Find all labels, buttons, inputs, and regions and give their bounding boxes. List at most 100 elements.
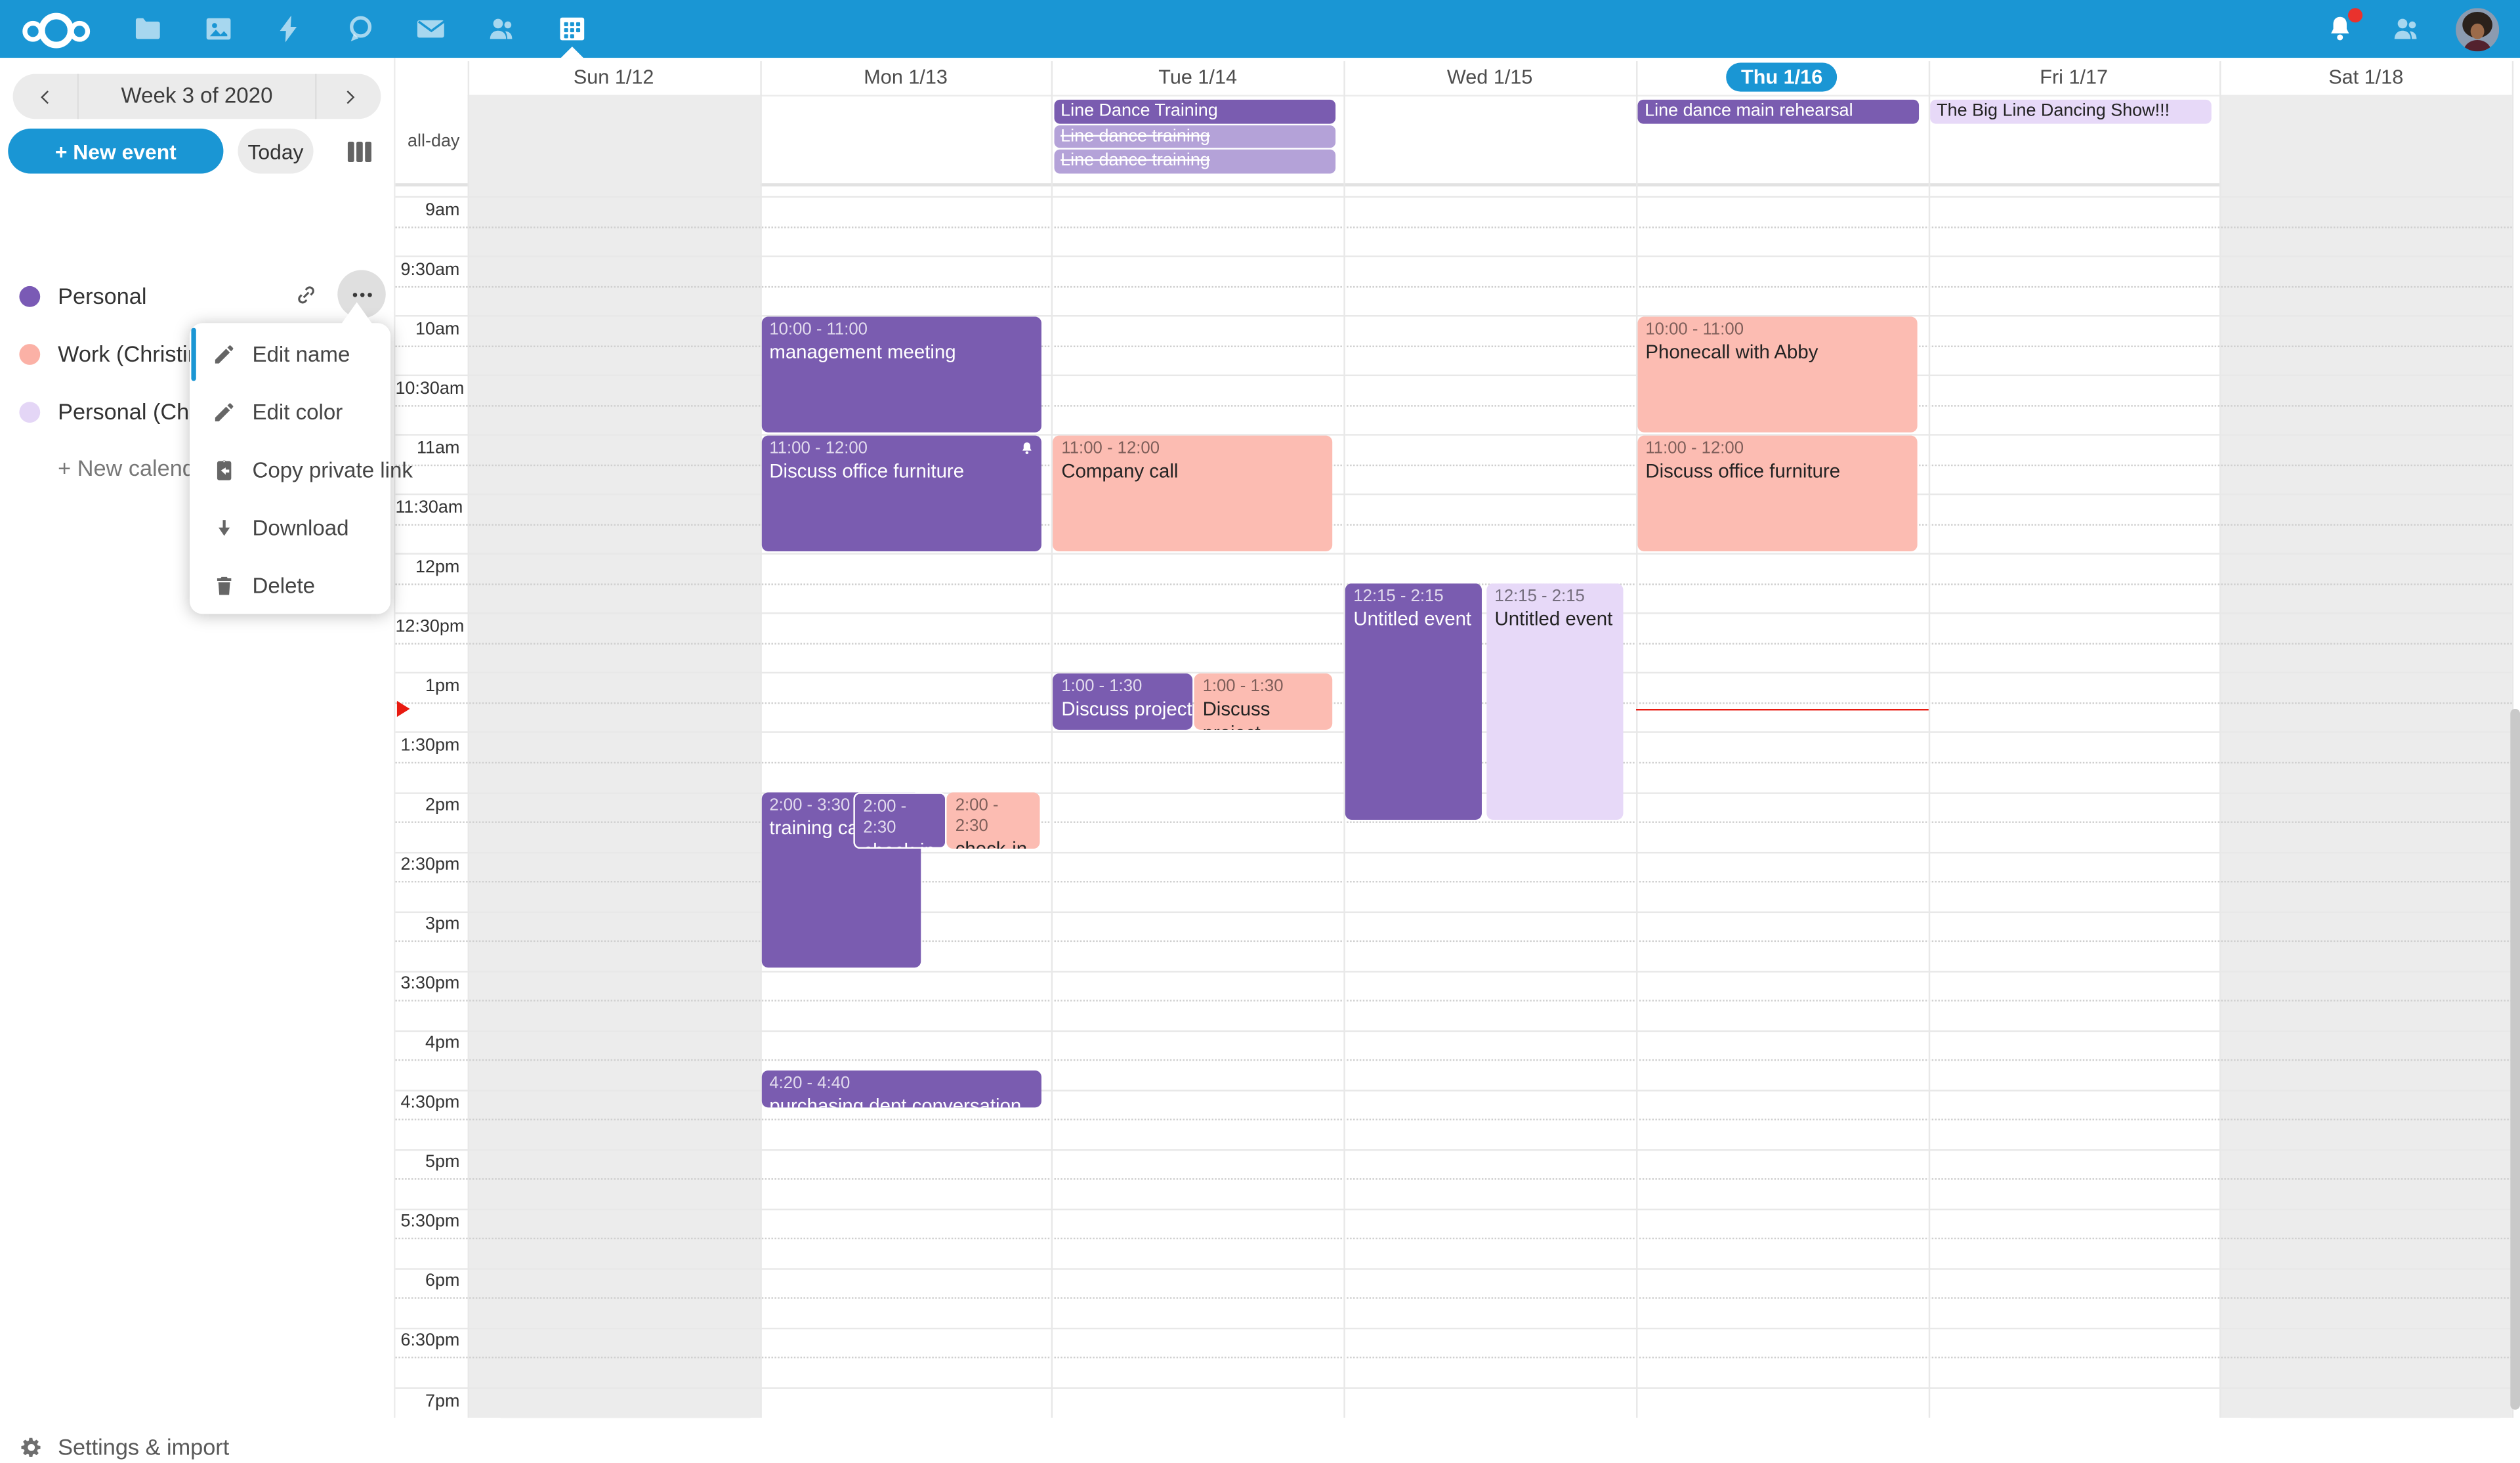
week-label[interactable]: Week 3 of 2020 [77,74,317,119]
event-time: 1:00 - 1:30 [1202,676,1284,696]
grid-line [395,1387,2512,1389]
calendar-actions-menu: Edit name Edit color Copy private link Down… [189,323,413,614]
sidebar: Week 3 of 2020 + New event Today Persona… [0,58,413,1460]
grid-line [395,1178,2512,1181]
previous-week-button[interactable] [13,74,77,119]
day-header-sun: Sun 1/12 [573,66,654,89]
calendar-color-dot[interactable] [19,285,41,307]
app-button-contacts[interactable] [472,0,530,58]
new-calendar-button[interactable]: + New calendar [58,455,215,481]
trash-icon [212,573,236,597]
menu-item-delete[interactable]: Delete [190,556,390,614]
menu-item-copy-private-link[interactable]: Copy private link [190,440,413,498]
event[interactable]: 2:00 - 2:30check-in [853,792,946,849]
contacts-menu-icon [2390,13,2422,45]
app-button-photos[interactable] [190,0,247,58]
column-border [1343,61,1346,1418]
allday-divider [395,182,2512,187]
event[interactable]: 4:20 - 4:40 purchasing dept conversation [761,1070,1041,1107]
allday-event[interactable]: Line dance training [1054,125,1335,148]
grid-line [395,255,2512,257]
event-time: 11:00 - 12:00 [1061,438,1160,458]
menu-item-edit-name[interactable]: Edit name [190,325,390,383]
photos-icon [203,13,235,45]
contacts-menu-button[interactable] [2377,0,2435,58]
chevron-left-icon [39,89,48,104]
notifications-button[interactable] [2311,0,2369,58]
time-label: 5pm [425,1153,460,1173]
chevron-right-icon [346,89,354,104]
time-label: 1:30pm [400,736,460,755]
app-button-mail[interactable] [402,0,459,58]
week-navigation: Week 3 of 2020 [12,74,381,119]
grid-line [395,374,2512,377]
column-border [2219,61,2222,1418]
grid-line [395,970,2512,972]
event-title: Discuss project announcement [1061,697,1193,721]
event-time: 10:00 - 11:00 [769,319,868,339]
grid-line [395,345,2512,347]
event[interactable]: 12:15 - 2:15 Untitled event [1486,583,1624,819]
event-time: 2:00 - 2:30 [863,797,907,838]
app-button-calendar[interactable] [543,0,601,58]
header-divider [467,95,2512,96]
event[interactable]: 10:00 - 11:00 management meeting [761,316,1041,433]
week-view-toggle[interactable] [339,132,378,171]
gear-icon [21,1437,41,1456]
today-button[interactable]: Today [238,128,314,174]
menu-item-label: Download [252,515,349,540]
event[interactable]: 11:00 - 12:00 Company call [1053,435,1334,551]
grid-line [395,315,2512,317]
grid-line [395,1298,2512,1300]
notification-dot [2347,8,2363,23]
settings-import-button[interactable]: Settings & import [19,1431,229,1463]
share-calendar-button[interactable] [287,276,323,312]
grid-line [395,821,2512,823]
mail-icon [415,13,447,45]
user-menu-button[interactable] [2448,0,2506,58]
new-event-button[interactable]: + New event [8,128,224,174]
event-time: 12:15 - 2:15 [1353,587,1444,607]
event-title: Phonecall with Abby [1645,340,1818,363]
grid-line [395,1000,2512,1002]
menu-item-download[interactable]: Download [190,498,390,556]
allday-event[interactable]: Line Dance Training [1054,99,1335,123]
event[interactable]: 12:15 - 2:15 Untitled event [1345,583,1482,819]
event-title: Discuss project announcement [1202,697,1270,730]
allday-event[interactable]: Line dance main rehearsal [1638,99,1920,123]
nextcloud-logo[interactable] [22,10,100,49]
allday-event[interactable]: The Big Line Dancing Show!!! [1930,99,2212,123]
event-time: 2:00 - 3:30 [769,795,850,815]
event[interactable]: 10:00 - 11:00 Phonecall with Abby [1637,316,1918,433]
menu-item-label: Edit color [252,399,343,424]
next-week-button[interactable] [316,74,381,119]
allday-event[interactable]: Line dance training [1054,150,1335,173]
event-time: 2:00 - 2:30 [955,795,999,836]
app-button-talk[interactable] [331,0,388,58]
event-time: 12:15 - 2:15 [1494,587,1585,607]
download-icon [212,515,236,540]
menu-item-edit-color[interactable]: Edit color [190,383,390,440]
time-label: 6:30pm [400,1331,460,1351]
app-button-files[interactable] [119,0,177,58]
calendar-color-dot[interactable] [19,343,41,364]
vertical-scrollbar[interactable] [2510,708,2519,1410]
logo-circle-right [69,20,91,41]
calendar-color-dot[interactable] [19,401,41,422]
grid-line [395,494,2512,496]
calendar-list-item[interactable]: Personal [0,267,394,325]
weekend-shading [2219,95,2512,1418]
now-indicator-line [1635,708,1928,711]
grid-line [395,1327,2512,1330]
app-button-activity[interactable] [261,0,318,58]
user-avatar [2454,7,2498,51]
event-title: Company call [1061,459,1179,482]
event[interactable]: 11:00 - 12:00 Discuss office furniture [761,435,1041,551]
day-header-thu: Thu 1/16 [1636,61,1928,93]
event[interactable]: 11:00 - 12:00 Discuss office furniture [1637,435,1918,551]
event[interactable]: 2:00 - 2:30check-in [947,792,1040,849]
time-label: 3:30pm [400,974,460,994]
time-label: 11:30am [395,498,463,517]
